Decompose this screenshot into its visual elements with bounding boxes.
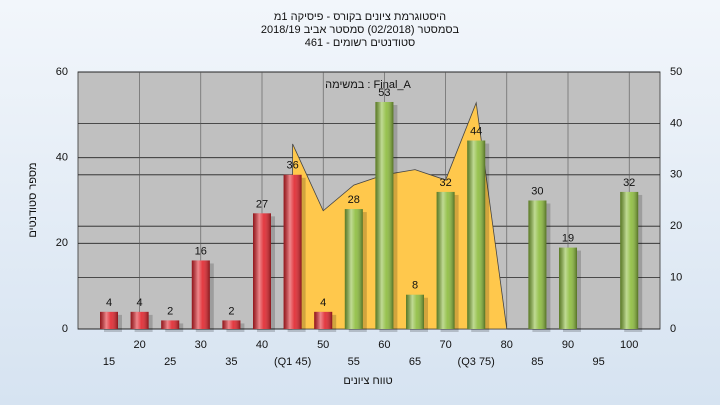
data-label: 28 bbox=[348, 194, 360, 206]
bar-shine bbox=[222, 320, 241, 329]
x-tick-label: 70 bbox=[439, 339, 451, 351]
bar-shine bbox=[467, 140, 486, 329]
y-tick-label: 60 bbox=[56, 66, 68, 78]
data-label: 4 bbox=[106, 297, 112, 309]
x-tick-label: 100 bbox=[620, 339, 638, 351]
annotation: במשימה : Final_A bbox=[325, 79, 411, 91]
data-label: 2 bbox=[228, 305, 234, 317]
chart-subtitle: סטודנטים רשומים - 461 bbox=[305, 37, 416, 49]
bar-shine bbox=[100, 311, 118, 329]
bar-shine bbox=[161, 320, 180, 329]
x-tick-label: 20 bbox=[133, 339, 145, 351]
data-label: 53 bbox=[378, 87, 390, 99]
x-tick-label: 95 bbox=[592, 356, 604, 368]
chart-title: היסטוגרמת ציונים בקורס - פיסיקה 1מ bbox=[274, 11, 446, 23]
bar-shine bbox=[528, 200, 547, 329]
x-tick-label: 80 bbox=[501, 339, 513, 351]
x-tick-label: 65 bbox=[409, 356, 421, 368]
bar-shine bbox=[620, 191, 639, 329]
x-tick-label: 55 bbox=[348, 356, 360, 368]
y-tick-label: 20 bbox=[56, 237, 68, 249]
bar-shine bbox=[253, 213, 271, 329]
y2-tick-label: 0 bbox=[670, 323, 676, 335]
data-label: 8 bbox=[412, 280, 418, 292]
data-label: 16 bbox=[195, 245, 207, 257]
y2-tick-label: 20 bbox=[670, 220, 682, 232]
bar-shine bbox=[314, 311, 333, 329]
data-label: 32 bbox=[623, 177, 635, 189]
bar-shine bbox=[130, 311, 149, 329]
bar-shine bbox=[436, 191, 455, 329]
bar-shine bbox=[344, 209, 363, 329]
x-tick-label: 25 bbox=[164, 356, 176, 368]
bar-shine bbox=[559, 247, 577, 329]
chart-subtitle: בסמסטר (02/2018) סמסטר אביב 2018/19 bbox=[261, 24, 460, 36]
data-label: 36 bbox=[286, 160, 298, 172]
plot-layer: 0 20 40 60 0 10 20 30 40 50 15 20 25 30 35 40 (Q1 45) 50 5… bbox=[56, 66, 683, 368]
bar-shine bbox=[406, 294, 424, 329]
data-label: 44 bbox=[470, 125, 482, 137]
y-tick-label: 0 bbox=[62, 323, 68, 335]
x-tick-label: 40 bbox=[256, 339, 268, 351]
bar-shine bbox=[283, 174, 302, 329]
x-tick-label: 50 bbox=[317, 339, 329, 351]
data-label: 32 bbox=[439, 177, 451, 189]
x-tick-label: 35 bbox=[225, 356, 237, 368]
x-tick-label: (Q1 45) bbox=[274, 356, 311, 368]
y2-tick-label: 10 bbox=[670, 272, 682, 284]
y-axis-label: מספר סטודנטים bbox=[27, 162, 39, 237]
bar-shine bbox=[191, 260, 210, 329]
y2-tick-label: 30 bbox=[670, 169, 682, 181]
data-label: 19 bbox=[562, 233, 574, 245]
data-label: 27 bbox=[256, 198, 268, 210]
y2-tick-label: 40 bbox=[670, 117, 682, 129]
bar-shine bbox=[375, 101, 394, 329]
x-axis-label: טווח ציונים bbox=[343, 375, 392, 387]
x-tick-label: 15 bbox=[103, 356, 115, 368]
x-tick-label: 90 bbox=[562, 339, 574, 351]
x-tick-label: 60 bbox=[378, 339, 390, 351]
data-label: 2 bbox=[167, 305, 173, 317]
data-label: 4 bbox=[320, 297, 326, 309]
y2-tick-label: 50 bbox=[670, 66, 682, 78]
x-tick-label: 30 bbox=[195, 339, 207, 351]
x-tick-label: 85 bbox=[531, 356, 543, 368]
y-tick-label: 40 bbox=[56, 152, 68, 164]
x-tick-label: (Q3 75) bbox=[458, 356, 495, 368]
data-label: 30 bbox=[531, 185, 543, 197]
data-label: 4 bbox=[137, 297, 143, 309]
